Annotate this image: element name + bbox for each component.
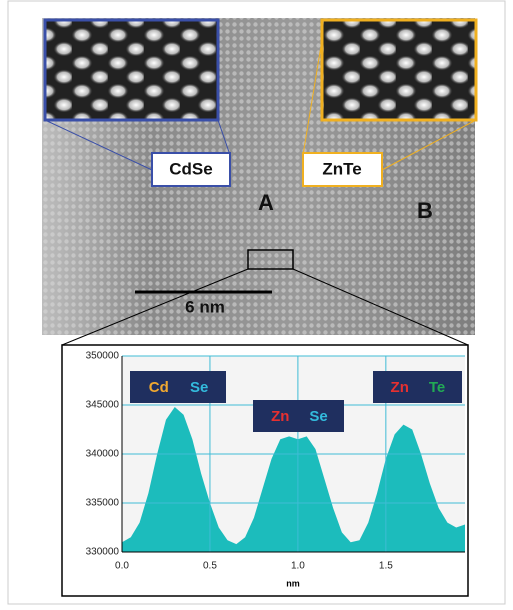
inset bbox=[322, 20, 476, 120]
annotation-box bbox=[373, 371, 462, 403]
annotation-box bbox=[130, 371, 226, 403]
annotation: Zn bbox=[391, 379, 409, 396]
region-label: A bbox=[258, 190, 274, 215]
y-tick-label: 340000 bbox=[86, 449, 120, 460]
y-tick-label: 345000 bbox=[86, 400, 120, 411]
scale-label: 6 nm bbox=[185, 297, 225, 316]
y-tick-label: 350000 bbox=[86, 351, 120, 362]
y-tick-label: 330000 bbox=[86, 547, 120, 558]
annotation: Te bbox=[429, 379, 445, 396]
annotation: Zn bbox=[271, 408, 289, 425]
region-label: B bbox=[417, 198, 433, 223]
annotation: Se bbox=[190, 379, 208, 396]
x-axis-label: nm bbox=[286, 578, 300, 588]
x-tick-label: 0.5 bbox=[203, 561, 217, 572]
annotation: Cd bbox=[149, 379, 169, 396]
y-tick-label: 335000 bbox=[86, 498, 120, 509]
annotation: Se bbox=[309, 408, 327, 425]
x-tick-label: 1.5 bbox=[379, 561, 393, 572]
figure: CdSe ZnTe A B 6 nm 330000335000340000345… bbox=[0, 0, 513, 605]
label: CdSe bbox=[169, 159, 212, 178]
inset bbox=[45, 20, 218, 120]
x-tick-label: 0.0 bbox=[115, 561, 129, 572]
annotation-box bbox=[253, 400, 344, 432]
page: {"image": {"labels": ["CdSe", "ZnTe"], "… bbox=[0, 0, 513, 605]
x-tick-label: 1.0 bbox=[291, 561, 305, 572]
label: ZnTe bbox=[322, 159, 361, 178]
